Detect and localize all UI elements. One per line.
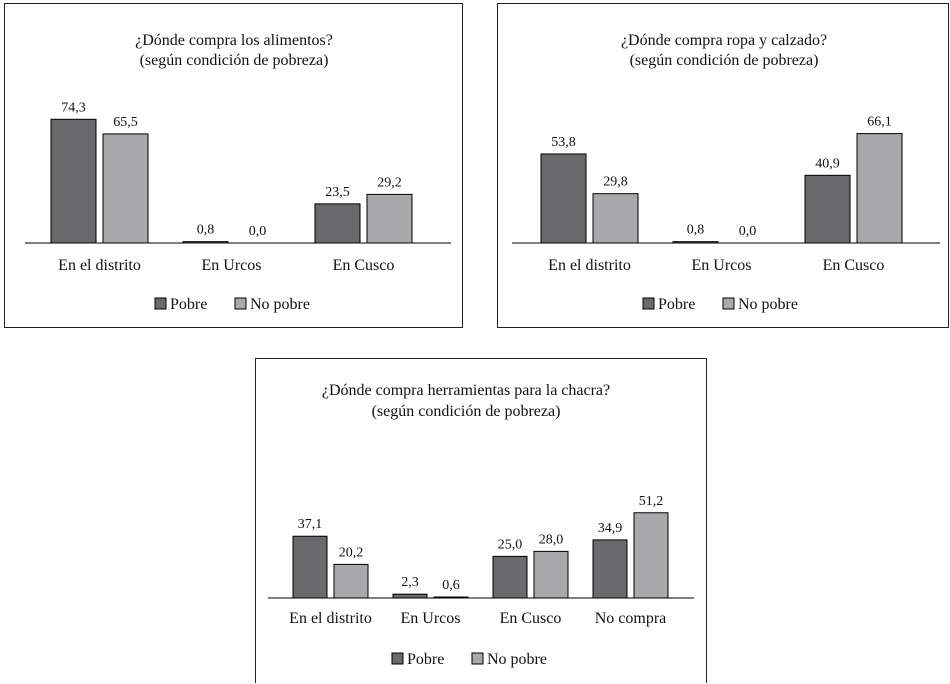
data-label: 0,8	[687, 223, 705, 238]
data-label: 20,2	[339, 545, 364, 560]
bar-pobre	[492, 555, 528, 599]
bar-pobre	[292, 535, 328, 599]
chart-title: ¿Dónde compra ropa y calzado?	[621, 32, 827, 49]
data-label: 0,0	[739, 224, 757, 239]
legend-swatch-no-pobre	[471, 652, 484, 665]
legend-swatch-pobre	[154, 297, 167, 310]
bar-pobre	[392, 593, 428, 599]
legend-swatch-no-pobre	[722, 297, 735, 310]
data-label: 0,0	[249, 224, 267, 239]
bar-no-pobre	[633, 512, 669, 599]
category-label: En el distrito	[58, 257, 141, 274]
legend-label: No pobre	[487, 651, 547, 668]
bar-no-pobre	[533, 550, 569, 599]
data-label: 37,1	[298, 517, 323, 532]
bar-pobre	[804, 174, 851, 244]
data-label: 66,1	[867, 115, 892, 130]
chart-subtitle: (según condición de pobreza)	[140, 52, 329, 69]
data-label: 74,3	[61, 100, 86, 115]
bar-pobre	[540, 153, 587, 244]
data-label: 0,6	[442, 578, 460, 593]
chart-title: ¿Dónde compra los alimentos?	[135, 32, 333, 49]
legend-label: Pobre	[407, 651, 444, 668]
bar-pobre	[314, 203, 361, 244]
category-label: No compra	[595, 610, 667, 627]
data-label: 2,3	[401, 575, 419, 590]
bar-no-pobre	[592, 193, 639, 244]
category-label: En Urcos	[401, 610, 461, 627]
chart-panel-food: ¿Dónde compra los alimentos? (según cond…	[4, 3, 463, 328]
bar-no-pobre	[856, 133, 903, 244]
data-label: 53,8	[551, 135, 576, 150]
bar-no-pobre	[102, 133, 149, 244]
category-label: En Urcos	[692, 257, 752, 274]
data-label: 23,5	[325, 185, 350, 200]
legend-swatch-pobre	[642, 297, 655, 310]
legend-swatch-pobre	[391, 652, 404, 665]
data-label: 25,0	[498, 537, 523, 552]
legend: Pobre No pobre	[391, 651, 547, 668]
chart-svg: ¿Dónde compra herramientas para la chacr…	[268, 382, 694, 668]
data-label: 40,9	[815, 156, 840, 171]
chart-subtitle: (según condición de pobreza)	[630, 52, 819, 69]
legend-swatch-no-pobre	[234, 297, 247, 310]
data-label: 29,8	[603, 175, 628, 190]
data-label: 34,9	[598, 521, 623, 536]
legend-label: No pobre	[250, 296, 310, 313]
legend-label: Pobre	[170, 296, 207, 313]
category-label: En Urcos	[202, 257, 262, 274]
legend-label: Pobre	[658, 296, 695, 313]
category-label: En Cusco	[500, 610, 562, 627]
data-label: 51,2	[639, 494, 664, 509]
bar-no-pobre	[333, 563, 369, 599]
data-label: 65,5	[113, 115, 138, 130]
chart-svg: ¿Dónde compra los alimentos? (según cond…	[25, 32, 451, 313]
chart-panel-clothing: ¿Dónde compra ropa y calzado? (según con…	[497, 3, 949, 328]
legend: Pobre No pobre	[642, 296, 798, 313]
bar-pobre	[50, 118, 97, 244]
data-label: 0,8	[197, 223, 215, 238]
chart-panel-tools: ¿Dónde compra herramientas para la chacr…	[255, 358, 707, 683]
legend: Pobre No pobre	[154, 296, 310, 313]
data-label: 29,2	[377, 175, 402, 190]
bar-no-pobre	[366, 193, 413, 244]
category-label: En el distrito	[289, 610, 372, 627]
data-label: 28,0	[539, 532, 564, 547]
category-label: En Cusco	[333, 257, 395, 274]
chart-title: ¿Dónde compra herramientas para la chacr…	[322, 382, 610, 399]
legend-label: No pobre	[738, 296, 798, 313]
category-label: En Cusco	[823, 257, 885, 274]
chart-svg: ¿Dónde compra ropa y calzado? (según con…	[512, 32, 940, 313]
chart-subtitle: (según condición de pobreza)	[372, 403, 561, 420]
category-label: En el distrito	[548, 257, 631, 274]
bar-pobre	[592, 539, 628, 599]
